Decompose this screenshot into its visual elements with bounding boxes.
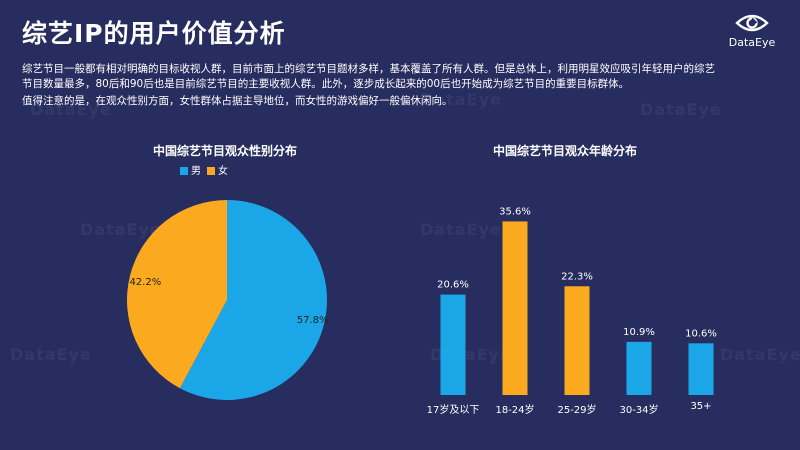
bar <box>688 343 714 395</box>
bar <box>564 286 590 395</box>
pie-data-label: 42.2% <box>129 277 161 288</box>
description-paragraph: 值得注意的是，在观众性别方面，女性群体占据主导地位，而女性的游戏偏好一般偏休闲向… <box>22 95 453 107</box>
pie-chart: 57.8% 42.2% <box>126 200 329 400</box>
bar-chart-title: 中国综艺节目观众年龄分布 <box>492 144 637 158</box>
description: 综艺节目一般都有相对明确的目标收视人群，目前市面上的综艺节目题材多样，基本覆盖了… <box>22 62 722 109</box>
legend-swatch <box>180 167 188 175</box>
page-title: 综艺IP的用户价值分析 <box>22 19 286 48</box>
legend-label: 男 <box>191 166 201 177</box>
bar-data-label: 10.6% <box>685 328 717 339</box>
x-tick-label: 17岁及以下 <box>427 403 480 416</box>
brand-logo: DataEye <box>722 12 782 49</box>
bar-data-label: 10.9% <box>623 327 655 338</box>
legend-item-male: 男 <box>180 162 201 177</box>
bar-chart: 20.6% 17岁及以下 35.6% 18-24岁 22.3% 25-29岁 10.9% 30… <box>427 206 717 416</box>
legend-swatch <box>207 167 215 175</box>
x-tick-label: 30-34岁 <box>619 403 658 416</box>
x-tick-label: 25-29岁 <box>557 403 596 416</box>
pie-slice <box>179 200 328 400</box>
x-tick-label: 35+ <box>690 401 711 412</box>
bar-data-label: 20.6% <box>437 280 469 291</box>
pie-chart-title: 中国综艺节目观众性别分布 <box>152 144 297 158</box>
logo-text: DataEye <box>728 36 776 49</box>
bar <box>502 221 528 395</box>
eye-logo-icon <box>735 14 769 32</box>
x-tick-label: 18-24岁 <box>495 403 534 416</box>
pie-data-label: 57.8% <box>297 315 329 326</box>
bar-data-label: 35.6% <box>499 206 531 217</box>
legend-label: 女 <box>218 166 228 177</box>
pie-slice <box>126 200 227 389</box>
bar-data-label: 22.3% <box>561 271 593 282</box>
pie-legend: 男 女 <box>180 162 228 177</box>
bar <box>626 341 652 395</box>
bar <box>440 294 466 395</box>
legend-item-female: 女 <box>207 162 228 177</box>
description-paragraph: 综艺节目一般都有相对明确的目标收视人群，目前市面上的综艺节目题材多样，基本覆盖了… <box>22 63 715 90</box>
